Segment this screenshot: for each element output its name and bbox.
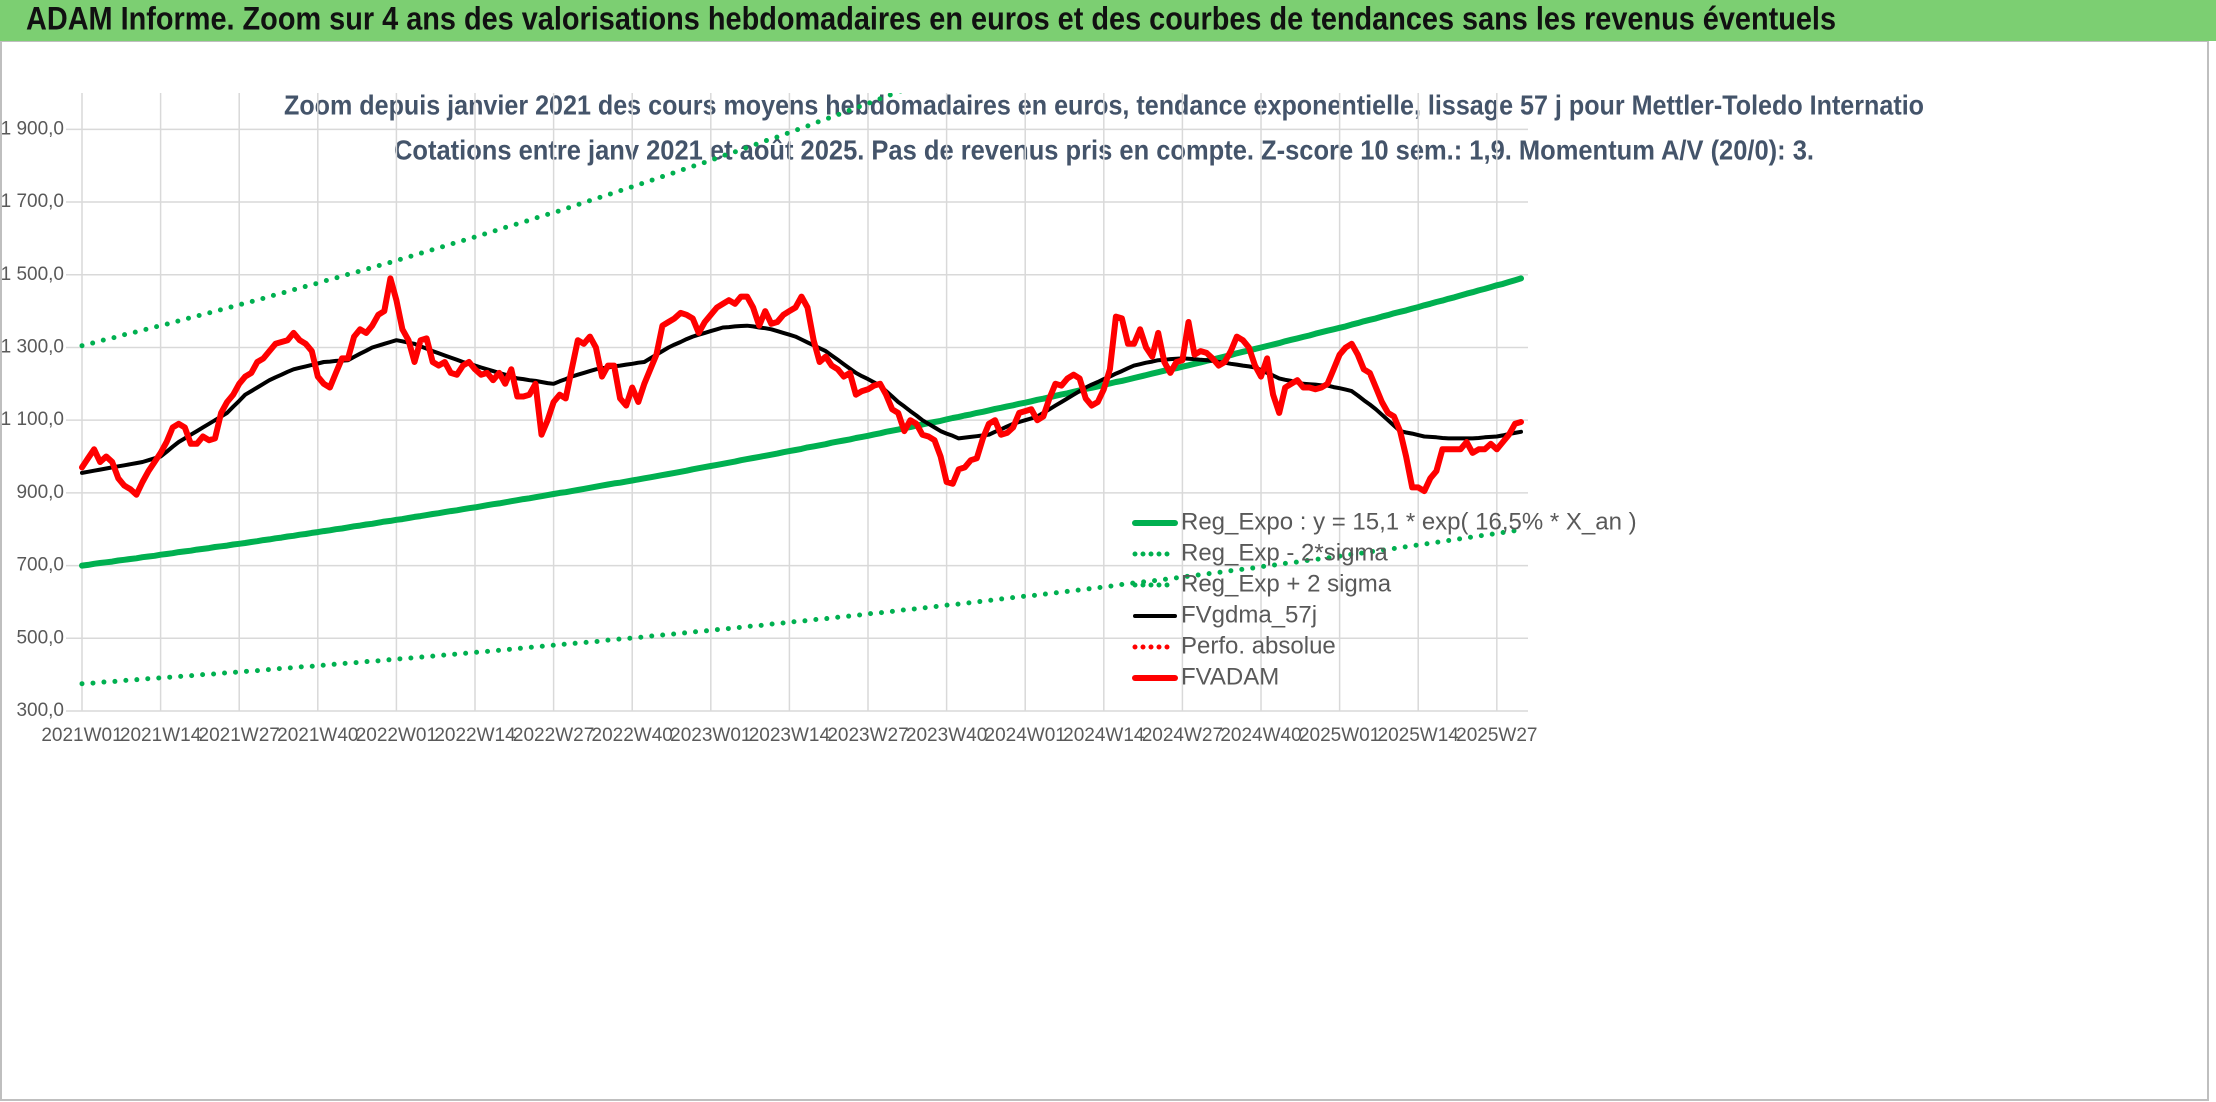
series-line: [80, 323, 1523, 475]
legend: Reg_Expo : y = 15,1 * exp( 16,5% * X_an …: [1132, 508, 1637, 690]
y-tick-label: 1 100,0: [1, 409, 64, 430]
series-line: [79, 275, 1524, 498]
x-tick-label: 2024W14: [1063, 725, 1145, 746]
legend-label: Reg_Exp - 2*sigma: [1181, 539, 1388, 566]
legend-label: FVgdma_57j: [1181, 601, 1317, 628]
legend-label: Perfo. absolue: [1181, 632, 1336, 659]
x-tick-label: 2025W14: [1378, 725, 1460, 746]
axis-labels: 300,0 500,0 700,0 900,0 1 100,0 1 300,0 1 500,…: [1, 118, 1538, 746]
y-tick-label: 700,0: [16, 555, 64, 576]
x-tick-label: 2023W27: [827, 725, 908, 746]
x-tick-label: 2023W01: [670, 725, 751, 746]
legend-label: Reg_Expo : y = 15,1 * exp( 16,5% * X_an …: [1181, 508, 1637, 535]
x-tick-label: 2023W40: [906, 725, 987, 746]
header-band: [0, 0, 2216, 41]
x-tick-label: 2022W01: [356, 725, 437, 746]
x-tick-label: 2021W01: [41, 725, 122, 746]
x-tick-label: 2023W14: [749, 725, 831, 746]
series-line: [79, 275, 1524, 569]
x-tick-label: 2021W14: [120, 725, 202, 746]
x-tick-label: 2022W14: [434, 725, 516, 746]
legend-label: FVADAM: [1181, 663, 1279, 690]
x-tick-label: 2022W40: [592, 725, 673, 746]
x-tick-label: 2024W01: [985, 725, 1066, 746]
x-tick-label: 2024W27: [1142, 725, 1223, 746]
x-tick-label: 2021W40: [277, 725, 358, 746]
y-tick-label: 1 300,0: [1, 336, 64, 357]
x-tick-label: 2021W27: [199, 725, 280, 746]
y-tick-label: 300,0: [16, 700, 64, 721]
y-tick-label: 1 700,0: [1, 191, 64, 212]
y-tick-label: 1 500,0: [1, 264, 64, 285]
y-tick-label: 500,0: [16, 627, 64, 648]
x-tick-label: 2025W27: [1456, 725, 1537, 746]
x-tick-label: 2022W27: [513, 725, 594, 746]
plot-lines: [79, 93, 1524, 687]
x-tick-label: 2024W40: [1220, 725, 1301, 746]
x-tick-label: 2025W01: [1299, 725, 1380, 746]
y-tick-label: 900,0: [16, 482, 64, 503]
series-line: [79, 527, 1524, 687]
page-title: ADAM Informe. Zoom sur 4 ans des valoris…: [26, 0, 1836, 36]
y-tick-label: 1 900,0: [1, 118, 64, 139]
legend-label: Reg_Exp + 2 sigma: [1181, 570, 1392, 597]
